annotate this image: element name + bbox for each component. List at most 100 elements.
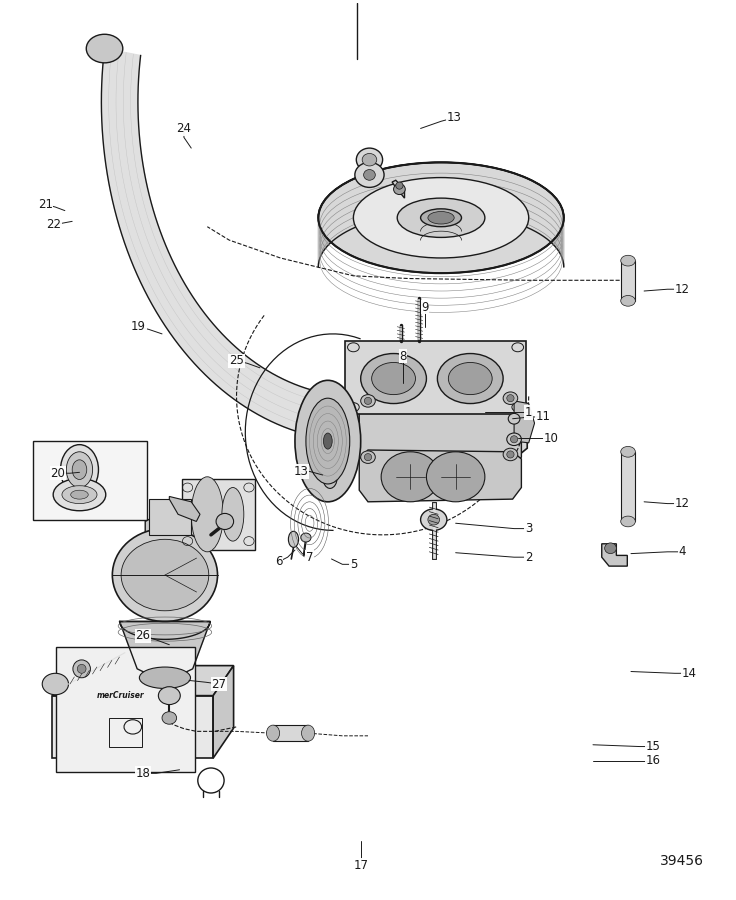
Ellipse shape: [356, 148, 383, 171]
Ellipse shape: [216, 513, 233, 529]
Text: 5: 5: [350, 558, 357, 571]
Ellipse shape: [448, 363, 492, 394]
Bar: [620, 452, 635, 521]
Ellipse shape: [362, 154, 377, 166]
Ellipse shape: [361, 394, 375, 407]
Bar: [149, 500, 191, 535]
Ellipse shape: [266, 725, 280, 742]
Ellipse shape: [139, 667, 191, 688]
Polygon shape: [359, 450, 521, 502]
Text: 12: 12: [675, 497, 690, 510]
Text: 2: 2: [525, 551, 532, 563]
Ellipse shape: [323, 433, 332, 449]
Ellipse shape: [420, 209, 461, 227]
Polygon shape: [169, 497, 200, 521]
Bar: [56, 646, 195, 771]
Text: 17: 17: [353, 859, 368, 872]
Bar: [33, 441, 146, 519]
Ellipse shape: [507, 451, 514, 458]
Polygon shape: [52, 696, 213, 758]
Ellipse shape: [428, 514, 439, 525]
Ellipse shape: [121, 539, 209, 611]
Text: 1: 1: [525, 406, 532, 419]
Ellipse shape: [605, 543, 616, 553]
Ellipse shape: [620, 516, 635, 526]
Ellipse shape: [361, 451, 375, 464]
Polygon shape: [344, 394, 527, 461]
Ellipse shape: [53, 479, 106, 510]
Polygon shape: [145, 512, 211, 555]
Text: 8: 8: [400, 350, 407, 363]
Ellipse shape: [319, 162, 564, 273]
Ellipse shape: [428, 212, 454, 224]
Ellipse shape: [394, 184, 406, 194]
Ellipse shape: [73, 660, 91, 678]
Ellipse shape: [364, 454, 372, 461]
Ellipse shape: [289, 531, 299, 547]
Ellipse shape: [364, 169, 375, 180]
Ellipse shape: [158, 687, 180, 705]
Ellipse shape: [62, 486, 97, 504]
Ellipse shape: [295, 381, 361, 502]
Polygon shape: [213, 666, 233, 758]
Ellipse shape: [353, 177, 528, 258]
Ellipse shape: [322, 465, 337, 489]
Ellipse shape: [372, 363, 416, 394]
Ellipse shape: [42, 673, 68, 695]
Text: 16: 16: [645, 754, 660, 768]
Ellipse shape: [420, 509, 447, 530]
Ellipse shape: [620, 256, 635, 266]
Ellipse shape: [355, 162, 384, 187]
Polygon shape: [319, 162, 564, 267]
Bar: [344, 341, 526, 414]
Ellipse shape: [507, 433, 521, 446]
Bar: [273, 725, 308, 742]
Ellipse shape: [72, 460, 87, 480]
Polygon shape: [392, 180, 405, 198]
Text: 14: 14: [682, 667, 697, 680]
Ellipse shape: [222, 488, 244, 541]
Polygon shape: [359, 388, 521, 472]
Text: 9: 9: [421, 301, 429, 313]
Text: 24: 24: [177, 122, 191, 135]
Ellipse shape: [620, 295, 635, 306]
Text: 20: 20: [50, 467, 65, 480]
Text: 25: 25: [229, 355, 244, 367]
Ellipse shape: [71, 491, 88, 500]
Text: 26: 26: [135, 629, 151, 643]
Ellipse shape: [507, 394, 514, 401]
Ellipse shape: [396, 182, 403, 189]
Ellipse shape: [397, 198, 485, 238]
Text: 4: 4: [679, 545, 686, 558]
Ellipse shape: [437, 354, 503, 403]
Ellipse shape: [509, 413, 520, 424]
Polygon shape: [102, 49, 323, 436]
Polygon shape: [602, 544, 627, 566]
Text: 10: 10: [543, 432, 558, 445]
Text: 39456: 39456: [660, 854, 704, 868]
Text: 27: 27: [211, 678, 227, 690]
Bar: [620, 261, 635, 301]
Ellipse shape: [77, 664, 86, 673]
Polygon shape: [514, 400, 534, 443]
Ellipse shape: [426, 452, 485, 502]
Text: 12: 12: [675, 283, 690, 296]
Ellipse shape: [66, 452, 93, 488]
Text: 13: 13: [294, 465, 308, 478]
Text: 3: 3: [525, 522, 532, 536]
Text: 18: 18: [135, 767, 150, 779]
Polygon shape: [52, 666, 233, 696]
Ellipse shape: [301, 533, 311, 542]
Ellipse shape: [113, 528, 218, 622]
Text: 6: 6: [275, 555, 283, 568]
Text: 19: 19: [131, 320, 146, 333]
Ellipse shape: [306, 398, 350, 484]
Text: 13: 13: [447, 112, 461, 124]
Ellipse shape: [381, 452, 439, 502]
Ellipse shape: [620, 446, 635, 457]
Ellipse shape: [503, 392, 517, 404]
Bar: [182, 479, 255, 550]
Ellipse shape: [361, 354, 426, 403]
Polygon shape: [120, 622, 210, 682]
Text: 22: 22: [46, 219, 61, 231]
